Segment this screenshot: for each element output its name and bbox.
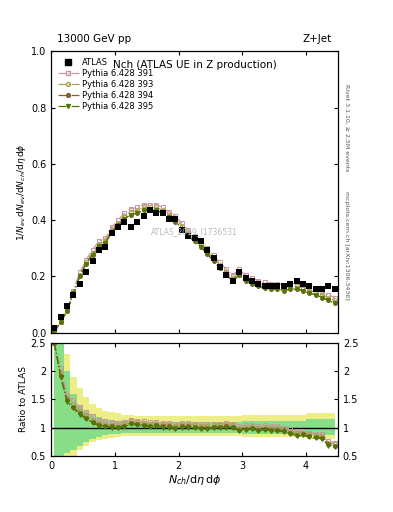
- Text: Rivet 3.1.10, ≥ 2.5M events: Rivet 3.1.10, ≥ 2.5M events: [344, 84, 349, 172]
- X-axis label: $N_{ch}/\mathrm{d}\eta\,\mathrm{d}\phi$: $N_{ch}/\mathrm{d}\eta\,\mathrm{d}\phi$: [168, 473, 221, 487]
- Text: mcplots.cern.ch [arXiv:1306.3436]: mcplots.cern.ch [arXiv:1306.3436]: [344, 191, 349, 300]
- Text: ATLAS_2019_I1736531: ATLAS_2019_I1736531: [151, 227, 238, 236]
- Text: Nch (ATLAS UE in Z production): Nch (ATLAS UE in Z production): [113, 60, 276, 70]
- Text: 13000 GeV pp: 13000 GeV pp: [57, 34, 131, 44]
- Y-axis label: $1/N_{ev}\,\mathrm{d}N_{ev}/\mathrm{d}N_{ch}/\mathrm{d}\eta\,\mathrm{d}\phi$: $1/N_{ev}\,\mathrm{d}N_{ev}/\mathrm{d}N_…: [15, 143, 28, 241]
- Y-axis label: Ratio to ATLAS: Ratio to ATLAS: [19, 367, 28, 432]
- Text: Z+Jet: Z+Jet: [303, 34, 332, 44]
- Legend: ATLAS, Pythia 6.428 391, Pythia 6.428 393, Pythia 6.428 394, Pythia 6.428 395: ATLAS, Pythia 6.428 391, Pythia 6.428 39…: [55, 55, 156, 114]
